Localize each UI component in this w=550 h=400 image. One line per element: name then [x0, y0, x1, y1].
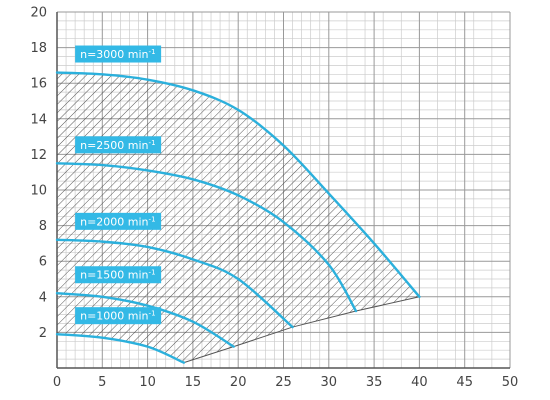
y-tick-label: 12	[30, 148, 47, 163]
y-tick-label: 14	[30, 112, 47, 127]
curve-label-box	[75, 212, 162, 230]
curve-label-base: n=2500 min	[80, 139, 148, 152]
curve-label-base: n=1000 min	[80, 310, 148, 323]
y-tick-label: 18	[30, 41, 47, 56]
y-tick-label: 4	[39, 290, 47, 305]
x-tick-label: 40	[411, 375, 428, 390]
curve-line	[55, 162, 358, 313]
curve-label-text: n=1500 min-1	[80, 269, 155, 282]
curve-label: n=3000 min-1	[75, 45, 162, 63]
curve-label-superscript: -1	[149, 48, 156, 56]
curve-label-text: n=3000 min-1	[80, 48, 155, 61]
curve-labels: n=3000 min-1n=2500 min-1n=2000 min-1n=15…	[75, 45, 162, 325]
curve-line	[55, 71, 421, 298]
y-tick-label: 10	[30, 184, 47, 199]
curve-label-box	[75, 307, 162, 325]
y-tick-label: 2	[39, 326, 47, 341]
x-tick-label: 10	[139, 375, 156, 390]
x-tick-label: 45	[456, 375, 473, 390]
curve-label-text: n=2500 min-1	[80, 139, 155, 152]
curve-label-superscript: -1	[149, 269, 156, 277]
curve-line	[55, 238, 294, 329]
y-tick-label: 6	[39, 255, 47, 270]
x-tick-label: 50	[502, 375, 519, 390]
speed-curves	[55, 71, 421, 364]
x-tick-label: 15	[185, 375, 202, 390]
curve-label-text: n=1000 min-1	[80, 310, 155, 323]
x-tick-label: 30	[321, 375, 338, 390]
x-tick-label: 35	[366, 375, 383, 390]
curve-label-box	[75, 45, 162, 63]
curve-label-base: n=1500 min	[80, 269, 148, 282]
curve-label-base: n=2000 min	[80, 215, 148, 228]
curve-label: n=2500 min-1	[75, 136, 162, 154]
tick-labels: 0 5 10 15 20 25 30 35 40 45 50 2 4 6 8 10 12 14 16 18 20	[30, 6, 518, 391]
curve-label: n=1500 min-1	[75, 266, 162, 284]
y-tick-label: 20	[30, 6, 47, 21]
curve-label-text: n=2000 min-1	[80, 215, 155, 228]
curve-label-box	[75, 266, 162, 284]
y-tick-label: 16	[30, 77, 47, 92]
curve-label-box	[75, 136, 162, 154]
x-tick-label: 5	[98, 375, 106, 390]
x-tick-label: 25	[275, 375, 292, 390]
curve-label-superscript: -1	[149, 139, 156, 147]
curve-label-base: n=3000 min	[80, 48, 148, 61]
curve-line	[55, 292, 235, 348]
x-tick-label: 0	[53, 375, 61, 390]
curve-label: n=1000 min-1	[75, 307, 162, 325]
x-tick-label: 20	[230, 375, 247, 390]
y-tick-label: 8	[39, 219, 47, 234]
curve-label-superscript: -1	[149, 215, 156, 223]
curve-line	[55, 332, 186, 364]
curve-label-superscript: -1	[149, 310, 156, 318]
curve-label: n=2000 min-1	[75, 212, 162, 230]
